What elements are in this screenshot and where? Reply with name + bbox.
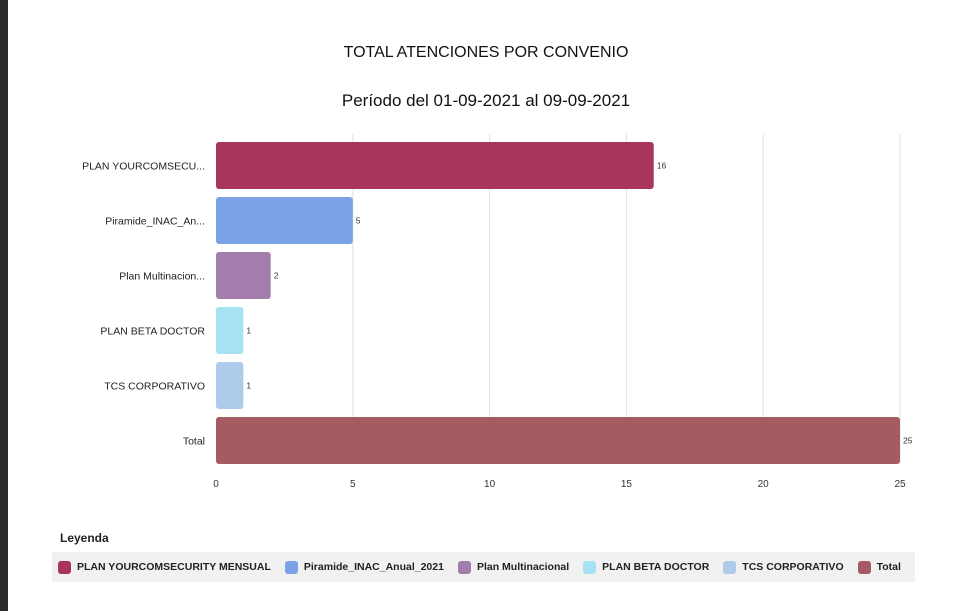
x-tick-label: 10 [484, 479, 496, 490]
bar [216, 142, 654, 189]
data-label: 2 [274, 271, 279, 281]
data-label: 16 [657, 161, 667, 171]
x-tick-label: 5 [350, 479, 356, 490]
chart-title: TOTAL ATENCIONES POR CONVENIO [343, 44, 629, 61]
data-label: 1 [246, 381, 251, 391]
bar [216, 197, 353, 244]
legend-item: Total [857, 560, 901, 574]
legend: PLAN YOURCOMSECURITY MENSUAL Piramide_INA… [52, 552, 915, 582]
y-category-label: PLAN YOURCOMSECU... [82, 161, 205, 173]
y-category-label: Plan Multinacion... [119, 271, 205, 283]
legend-item: TCS CORPORATIVO [723, 560, 844, 574]
legend-swatch [284, 560, 298, 574]
legend-item: Piramide_INAC_Anual_2021 [284, 560, 444, 574]
x-tick-label: 0 [213, 479, 219, 490]
bar [216, 362, 244, 409]
x-tick-label: 20 [758, 479, 770, 490]
legend-title: Leyenda [60, 531, 109, 545]
legend-swatch [457, 560, 471, 574]
x-tick-label: 25 [894, 479, 906, 490]
chart-subtitle: Período del 01-09-2021 al 09-09-2021 [341, 91, 631, 110]
legend-label: Total [876, 561, 901, 573]
legend-label: PLAN YOURCOMSECURITY MENSUAL [77, 561, 271, 573]
legend-item: PLAN YOURCOMSECURITY MENSUAL [58, 560, 271, 574]
bar [216, 307, 244, 354]
bar [216, 417, 900, 464]
legend-swatch [723, 560, 737, 574]
data-label: 25 [903, 436, 913, 446]
legend-label: TCS CORPORATIVO [742, 561, 844, 573]
y-category-label: Piramide_INAC_An... [105, 216, 205, 228]
bar [216, 252, 271, 299]
legend-label: Piramide_INAC_Anual_2021 [303, 561, 444, 573]
legend-item: PLAN BETA DOCTOR [583, 560, 710, 574]
chart-page: TOTAL ATENCIONES POR CONVENIO Período de… [8, 0, 964, 611]
legend-item: Plan Multinacional [457, 560, 570, 574]
legend-label: PLAN BETA DOCTOR [602, 561, 710, 573]
y-category-label: Total [183, 436, 205, 448]
y-category-label: PLAN BETA DOCTOR [100, 326, 205, 338]
x-tick-label: 15 [621, 479, 633, 490]
data-label: 5 [356, 216, 361, 226]
legend-swatch [583, 560, 597, 574]
legend-swatch [857, 560, 871, 574]
legend-swatch [58, 560, 71, 574]
data-label: 1 [246, 326, 251, 336]
y-category-label: TCS CORPORATIVO [104, 381, 205, 393]
legend-label: Plan Multinacional [476, 561, 570, 573]
